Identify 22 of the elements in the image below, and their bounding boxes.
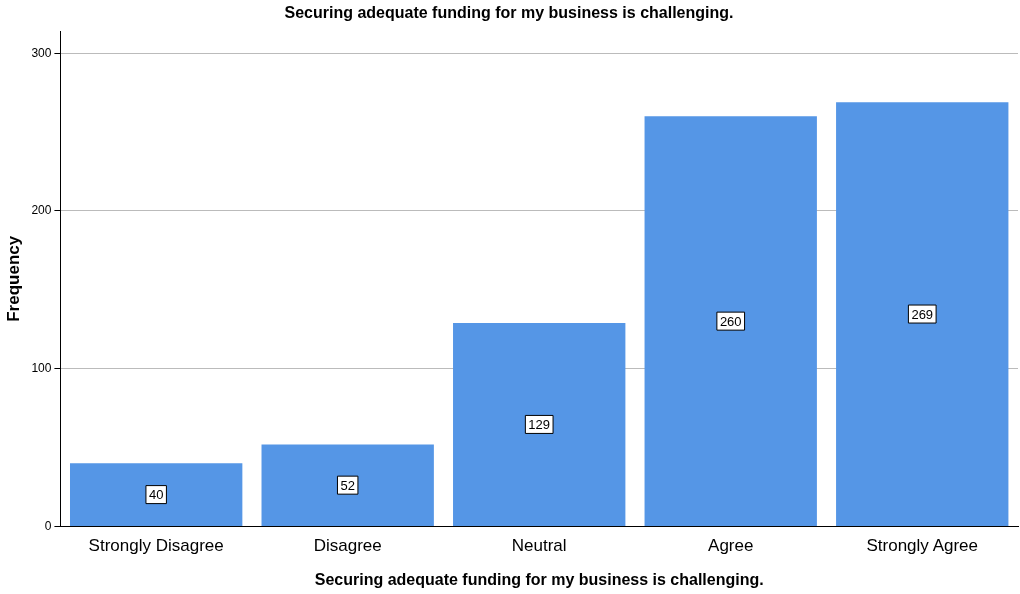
bar: [261, 444, 434, 526]
x-axis-title: Securing adequate funding for my business is challenging.: [314, 570, 764, 588]
x-tick-label: Agree: [708, 536, 754, 556]
bar: [70, 463, 243, 526]
y-axis-title: Frequency: [3, 235, 23, 322]
y-tick-label: 100: [31, 361, 52, 376]
x-tick-label: Strongly Disagree: [88, 536, 224, 556]
bar: [644, 116, 817, 526]
y-tick-label: 0: [44, 518, 52, 533]
data-label: 269: [911, 306, 934, 322]
data-label: 40: [148, 487, 164, 503]
chart-title: Securing adequate funding for my business is challenging.: [284, 4, 734, 22]
x-tick-label: Neutral: [511, 536, 567, 556]
data-label: 129: [528, 417, 551, 433]
x-tick-label: Strongly Agree: [866, 536, 978, 556]
data-label: 52: [340, 477, 355, 493]
x-tick-label: Disagree: [313, 536, 382, 556]
y-tick-label: 200: [31, 203, 52, 218]
y-tick-label: 300: [31, 45, 52, 60]
bar: [836, 102, 1009, 526]
data-label: 260: [719, 313, 742, 329]
bar: [453, 322, 626, 526]
